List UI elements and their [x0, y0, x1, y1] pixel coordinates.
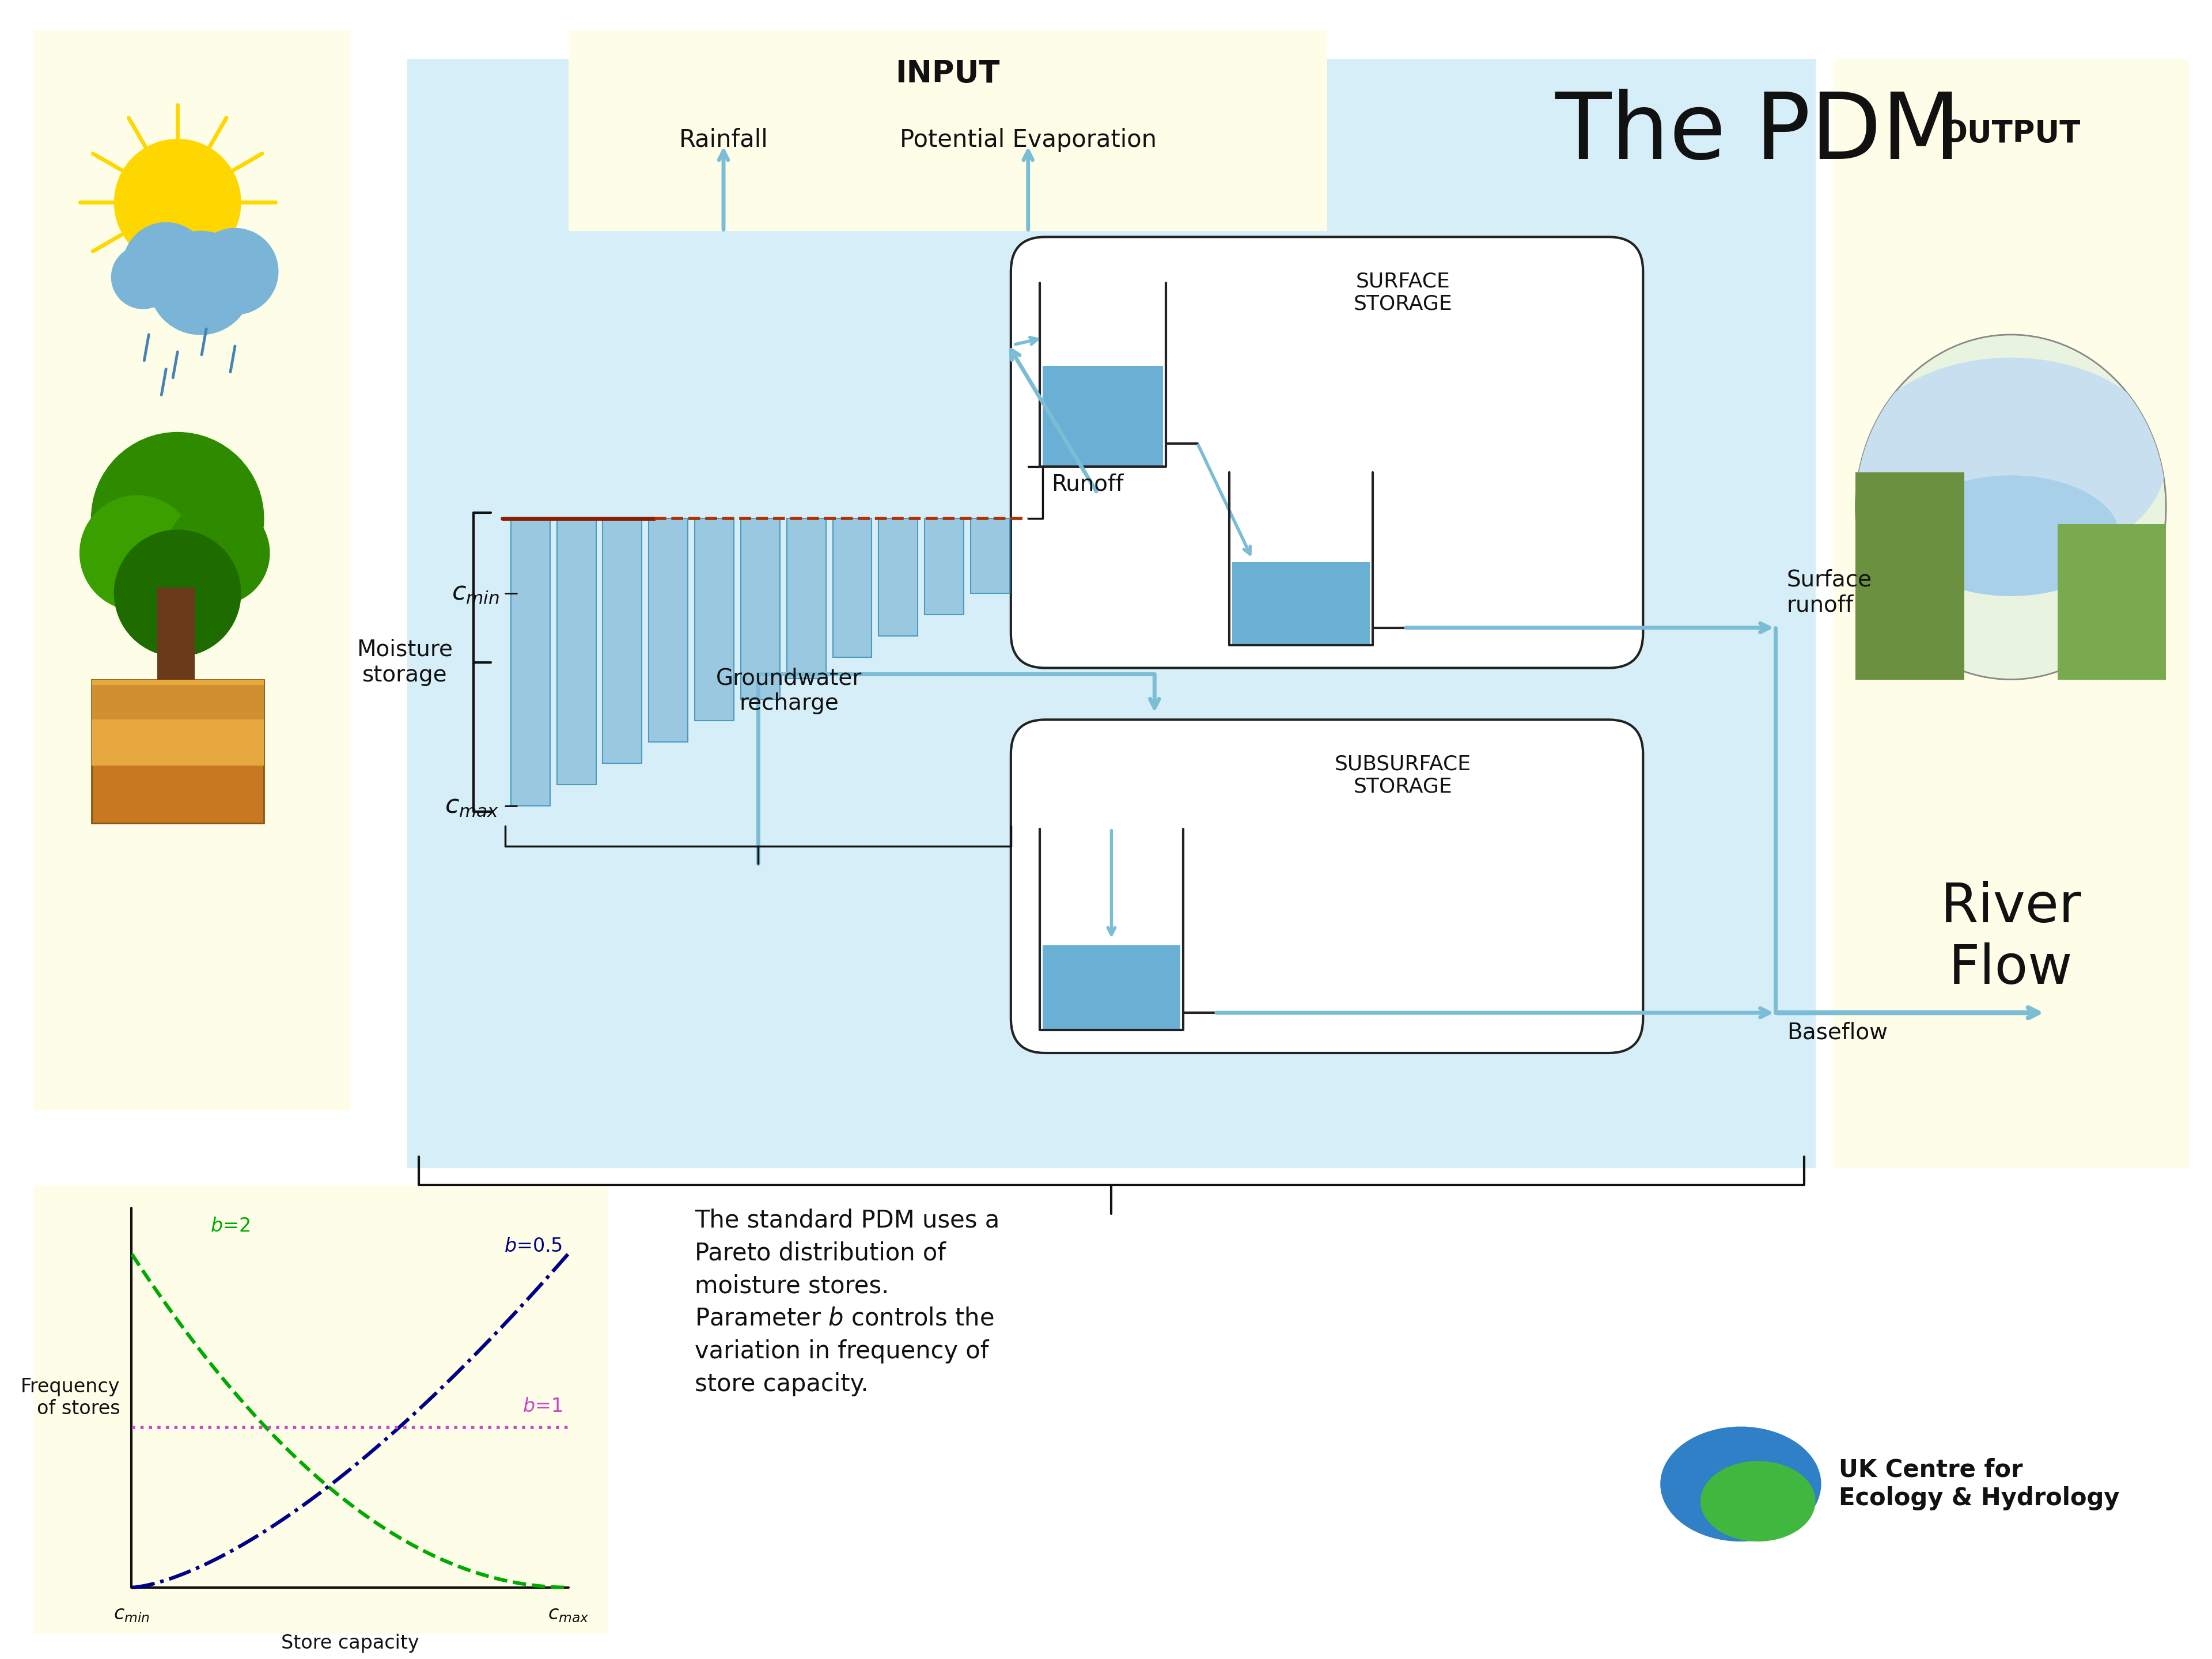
Bar — [1856, 473, 1964, 680]
Bar — [604, 519, 641, 763]
Bar — [832, 519, 872, 657]
Bar — [91, 680, 263, 766]
Text: $b$=1: $b$=1 — [522, 1397, 562, 1415]
Bar — [157, 587, 195, 680]
Bar — [925, 519, 964, 614]
Bar — [91, 685, 263, 720]
Bar — [557, 519, 595, 785]
Circle shape — [124, 222, 210, 309]
Bar — [33, 30, 349, 1110]
Bar — [741, 519, 781, 700]
Bar — [1232, 562, 1369, 645]
Text: Potential Evaporation: Potential Evaporation — [900, 128, 1157, 153]
Bar — [511, 519, 551, 806]
Bar — [787, 519, 825, 679]
FancyBboxPatch shape — [1011, 720, 1644, 1053]
Circle shape — [80, 496, 195, 611]
Ellipse shape — [1856, 335, 2166, 680]
Bar — [1042, 365, 1164, 466]
Bar — [878, 519, 918, 635]
Bar — [971, 519, 1009, 594]
Text: Store capacity: Store capacity — [281, 1634, 418, 1652]
Text: Surface
runoff: Surface runoff — [1787, 569, 1871, 615]
Text: Frequency
of stores: Frequency of stores — [20, 1377, 119, 1418]
Text: Groundwater
recharge: Groundwater recharge — [717, 667, 863, 715]
Bar — [2057, 524, 2166, 680]
Circle shape — [115, 529, 241, 657]
Text: $c_{max}$: $c_{max}$ — [549, 1604, 588, 1624]
FancyBboxPatch shape — [1011, 237, 1644, 669]
Text: Baseflow: Baseflow — [1787, 1022, 1887, 1044]
Circle shape — [91, 433, 263, 606]
Bar — [33, 1185, 608, 1634]
Text: OUTPUT: OUTPUT — [1942, 118, 2079, 148]
Bar — [91, 680, 263, 823]
Text: $b$=0.5: $b$=0.5 — [504, 1238, 562, 1256]
Circle shape — [115, 139, 241, 265]
Circle shape — [166, 501, 270, 606]
Text: The PDM: The PDM — [1555, 90, 1962, 178]
Ellipse shape — [1856, 358, 2166, 564]
Text: UK Centre for
Ecology & Hydrology: UK Centre for Ecology & Hydrology — [1838, 1458, 2119, 1510]
Text: SURFACE
STORAGE: SURFACE STORAGE — [1354, 272, 1453, 314]
Text: Rainfall: Rainfall — [679, 128, 768, 153]
Text: Runoff: Runoff — [1051, 473, 1124, 494]
Text: INPUT: INPUT — [896, 58, 1000, 88]
Text: The standard PDM uses a
Pareto distribution of
moisture stores.
Parameter $b$ co: The standard PDM uses a Pareto distribut… — [695, 1208, 1000, 1397]
Bar — [407, 58, 1816, 1168]
Ellipse shape — [1661, 1427, 1820, 1541]
Ellipse shape — [1701, 1462, 1816, 1541]
Text: $c_{max}$: $c_{max}$ — [445, 793, 500, 818]
Text: SUBSURFACE
STORAGE: SUBSURFACE STORAGE — [1334, 755, 1471, 796]
Bar — [695, 519, 734, 720]
Text: $c_{min}$: $c_{min}$ — [113, 1604, 150, 1624]
Bar — [1834, 58, 2190, 1168]
Text: $c_{min}$: $c_{min}$ — [451, 581, 500, 606]
Text: $b$=2: $b$=2 — [210, 1216, 250, 1236]
Text: River
Flow: River Flow — [1940, 881, 2081, 995]
Bar — [648, 519, 688, 742]
Text: Moisture
storage: Moisture storage — [356, 639, 453, 685]
Ellipse shape — [1902, 476, 2119, 596]
Circle shape — [148, 231, 252, 335]
Circle shape — [111, 246, 175, 309]
Bar — [1042, 946, 1181, 1030]
Circle shape — [192, 229, 279, 315]
Bar — [568, 30, 1327, 231]
